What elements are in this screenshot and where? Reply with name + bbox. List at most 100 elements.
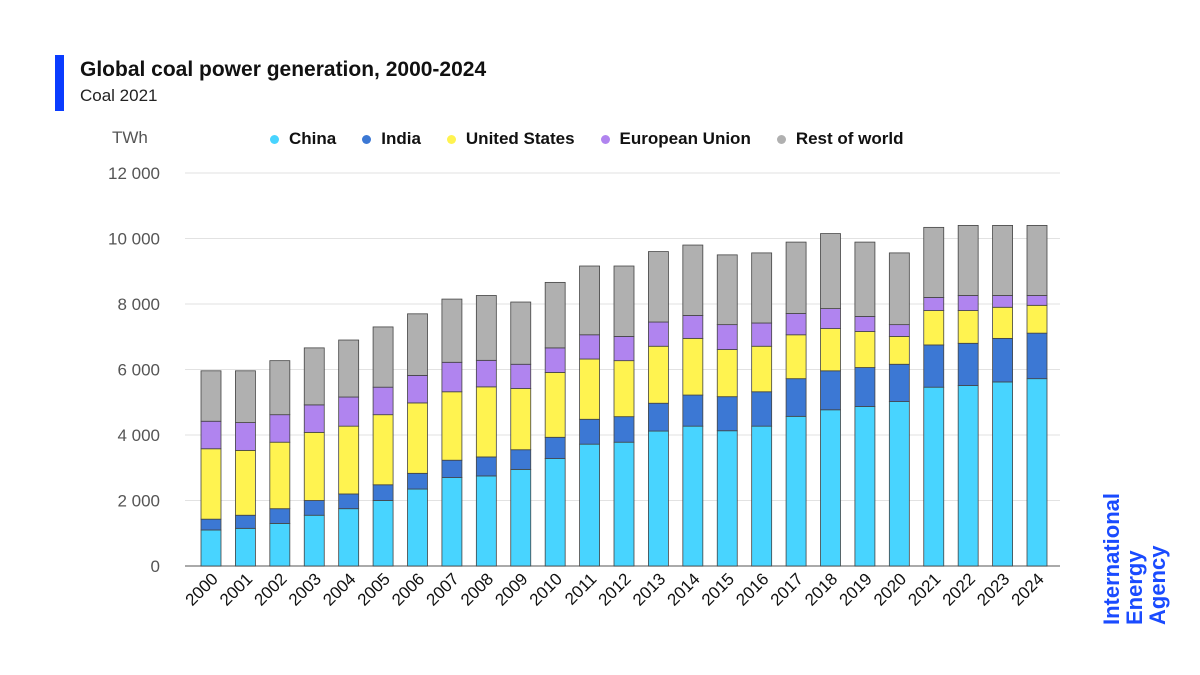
- bar-european-union-2019: [854, 316, 876, 332]
- y-tick-label: 2 000: [117, 492, 160, 511]
- bar-united-states-2008: [475, 386, 497, 458]
- bar-rest-of-world-2004: [338, 339, 360, 398]
- bar-united-states-2018: [820, 328, 841, 372]
- bar-rest-of-world-2011: [579, 265, 600, 336]
- bar-european-union-2002: [269, 414, 291, 443]
- x-tick-label: 2000: [182, 569, 222, 609]
- x-tick-label: 2005: [354, 569, 394, 609]
- bar-india-2009: [510, 449, 532, 470]
- legend-item-united-states: United States: [446, 129, 575, 149]
- bar-india-2021: [923, 344, 945, 388]
- legend-swatch: [270, 134, 279, 144]
- bar-india-2005: [372, 484, 394, 501]
- y-tick-label: 12 000: [108, 164, 160, 183]
- bar-india-2023: [992, 337, 1013, 383]
- x-tick-label: 2018: [801, 569, 841, 609]
- bar-rest-of-world-2021: [923, 226, 945, 298]
- bar-european-union-2005: [372, 386, 394, 416]
- bar-united-states-2004: [338, 425, 360, 495]
- bar-united-states-2023: [992, 306, 1013, 339]
- x-tick-label: 2007: [423, 569, 463, 609]
- bar-china-2014: [682, 425, 704, 567]
- legend-label: European Union: [619, 129, 751, 148]
- x-tick-label: 2013: [629, 569, 669, 609]
- bar-united-states-2003: [303, 431, 325, 501]
- bar-china-2008: [475, 475, 497, 567]
- bar-united-states-2007: [441, 391, 463, 461]
- bar-european-union-2015: [716, 324, 738, 350]
- bar-china-2012: [613, 441, 635, 567]
- bar-india-2011: [579, 418, 600, 445]
- bar-china-2011: [579, 443, 600, 567]
- bar-united-states-2010: [544, 372, 566, 438]
- bar-united-states-2022: [957, 310, 979, 344]
- bar-european-union-2008: [475, 359, 497, 388]
- bar-china-2016: [751, 425, 773, 567]
- bar-united-states-2021: [923, 310, 945, 346]
- bar-china-2000: [200, 529, 222, 567]
- x-tick-label: 2017: [767, 569, 807, 609]
- bar-european-union-2022: [957, 295, 979, 311]
- bar-united-states-2020: [888, 336, 910, 365]
- bar-india-2007: [441, 459, 463, 478]
- legend-item-rest-of-world: Rest of world: [776, 129, 904, 149]
- bar-united-states-2014: [682, 337, 704, 396]
- bar-united-states-2016: [751, 345, 773, 393]
- bar-india-2013: [648, 402, 669, 432]
- bar-united-states-2009: [510, 388, 532, 451]
- y-tick-label: 6 000: [117, 361, 160, 380]
- bar-china-2004: [338, 508, 360, 567]
- bar-european-union-2020: [888, 324, 910, 337]
- bar-rest-of-world-2020: [888, 252, 910, 326]
- bar-china-2018: [820, 409, 841, 567]
- bar-european-union-2011: [579, 334, 600, 360]
- bar-china-2022: [957, 385, 979, 567]
- x-tick-label: 2011: [561, 569, 600, 608]
- bar-european-union-2017: [785, 313, 807, 336]
- bar-india-2018: [820, 370, 841, 411]
- bar-united-states-2015: [716, 349, 738, 398]
- bar-rest-of-world-2008: [475, 295, 497, 361]
- bar-rest-of-world-2016: [751, 252, 773, 324]
- bar-china-2003: [303, 514, 325, 567]
- bar-china-2001: [235, 527, 256, 567]
- legend-swatch: [776, 134, 786, 144]
- bar-china-2024: [1026, 378, 1048, 567]
- bar-india-2024: [1026, 332, 1048, 380]
- x-tick-label: 2016: [732, 569, 772, 609]
- x-tick-label: 2023: [973, 569, 1013, 609]
- bar-european-union-2023: [992, 295, 1013, 308]
- legend-swatch: [446, 134, 456, 144]
- bar-china-2019: [854, 406, 876, 567]
- bar-india-2017: [785, 378, 807, 417]
- bar-united-states-2000: [200, 448, 222, 520]
- bar-rest-of-world-2002: [269, 360, 291, 416]
- bar-rest-of-world-2019: [854, 241, 876, 317]
- bar-united-states-2002: [269, 441, 291, 510]
- x-tick-label: 2004: [319, 569, 359, 609]
- legend-item-india: India: [362, 129, 421, 149]
- bar-india-2008: [475, 456, 497, 477]
- x-tick-label: 2012: [595, 569, 635, 609]
- bar-china-2006: [407, 488, 428, 567]
- bar-united-states-2006: [407, 402, 428, 474]
- bar-china-2020: [888, 401, 910, 567]
- bar-european-union-2006: [407, 374, 428, 404]
- bar-european-union-2016: [751, 322, 773, 347]
- bar-european-union-2018: [820, 308, 841, 329]
- y-tick-label: 0: [151, 557, 160, 576]
- x-tick-label: 2006: [388, 569, 428, 609]
- x-tick-label: 2003: [285, 569, 325, 609]
- bar-rest-of-world-2024: [1026, 224, 1048, 296]
- bar-india-2001: [235, 514, 256, 529]
- bar-china-2010: [544, 458, 566, 567]
- legend-item-china: China: [270, 129, 336, 149]
- bar-united-states-2012: [613, 360, 635, 418]
- legend-item-european-union: European Union: [600, 129, 751, 149]
- bar-european-union-2010: [544, 347, 566, 373]
- bar-united-states-2017: [785, 334, 807, 380]
- legend-label: India: [381, 129, 421, 148]
- bar-european-union-2004: [338, 396, 360, 427]
- bar-china-2021: [923, 386, 945, 567]
